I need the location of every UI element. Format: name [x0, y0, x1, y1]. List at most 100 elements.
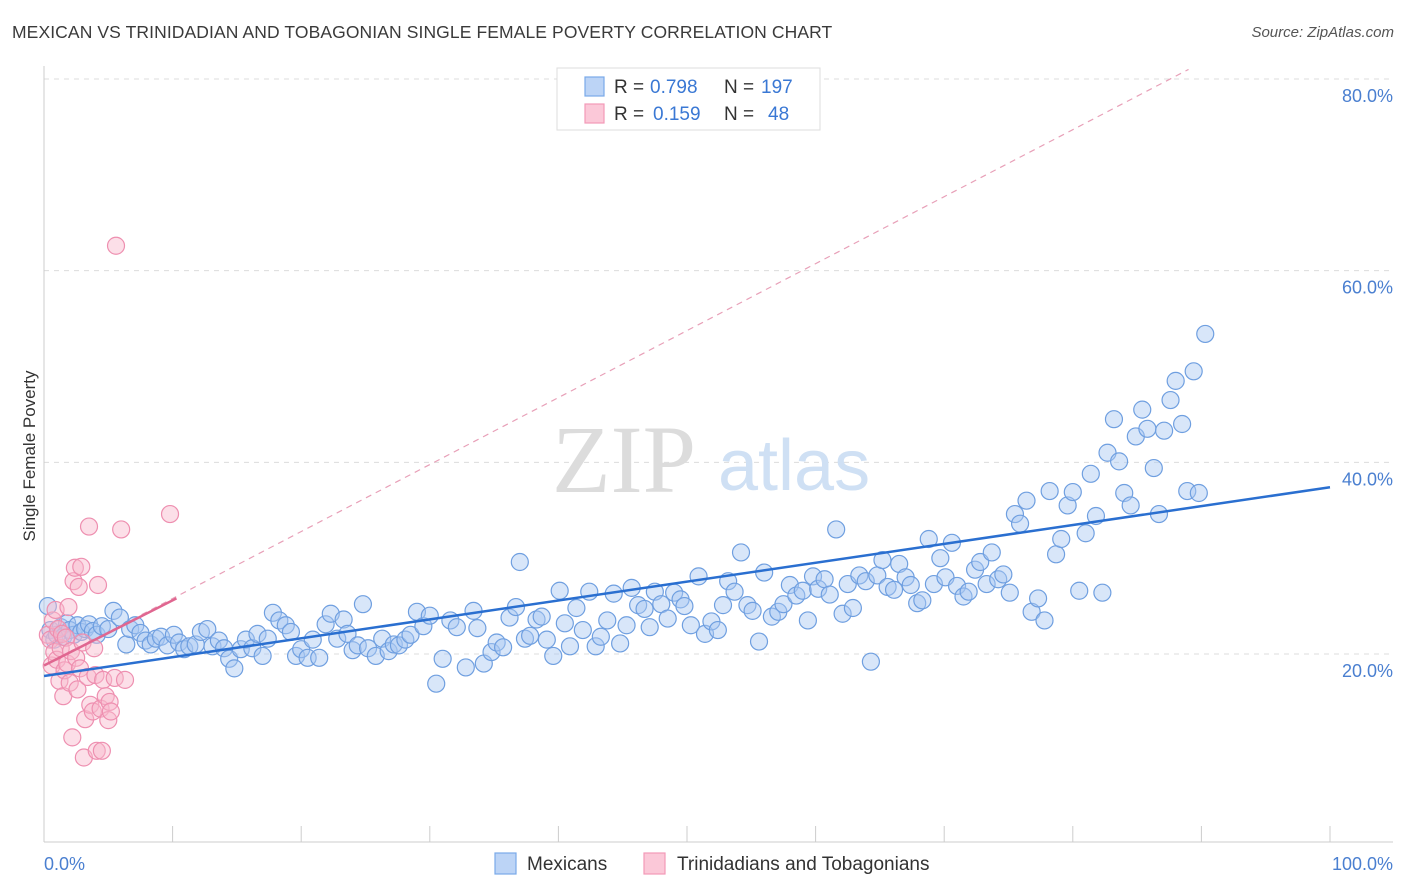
- legend-r-label-2: R =: [614, 104, 644, 125]
- mexicans-point-197: [1155, 421, 1174, 440]
- mexicans-point-193: [1133, 400, 1152, 419]
- mexicans-point-124: [731, 543, 751, 562]
- trinidadians-point-23: [69, 577, 88, 597]
- mexicans-point-112: [658, 609, 677, 628]
- mexicans-point-188: [1104, 410, 1124, 429]
- mexicans-point-186: [1093, 583, 1112, 602]
- trinidadians-point-36: [88, 575, 108, 595]
- trinidadians-point-45: [106, 236, 126, 255]
- y-tick-label-2: 60.0%: [1342, 278, 1393, 298]
- mexicans-point-54: [310, 648, 329, 667]
- trinidadians-points: [38, 236, 180, 767]
- legend-n-label-1: N =: [724, 77, 754, 98]
- y-tick-label-3: 80.0%: [1342, 86, 1393, 106]
- mexicans-trend-line: [43, 486, 1331, 678]
- mexicans-point-121: [713, 596, 733, 615]
- mexicans-point-166: [977, 574, 996, 594]
- mexicans-point-198: [1161, 390, 1180, 410]
- mexicans-point-105: [617, 616, 636, 635]
- mexicans-point-202: [1184, 362, 1203, 381]
- mexicans-point-139: [820, 585, 839, 604]
- mexicans-point-153: [901, 575, 920, 595]
- mexicans-point-17: [104, 601, 123, 620]
- mexicans-point-108: [635, 599, 654, 619]
- mexicans-point-58: [334, 610, 353, 629]
- mexicans-point-191: [1121, 496, 1140, 515]
- trinidadians-point-22: [68, 680, 87, 699]
- mexicans-point-63: [358, 639, 378, 658]
- mexicans-point-169: [994, 565, 1013, 584]
- mexicans-point-163: [959, 582, 978, 601]
- mexicans-point-181: [1063, 482, 1082, 502]
- mexicans-point-77: [447, 618, 466, 637]
- mexicans-point-74: [427, 674, 446, 693]
- bottom-legend-trinidadians: Trinidadians and Tobagonians: [677, 854, 929, 875]
- legend-n-value-2: 48: [768, 104, 789, 125]
- trinidadians-point-3: [43, 611, 63, 630]
- mexicans-point-177: [1040, 481, 1059, 501]
- mexicans-point-70: [401, 625, 420, 644]
- reference-diagonal-line: [43, 68, 1189, 667]
- mexicans-point-189: [1109, 452, 1129, 471]
- trinidadians-point-13: [56, 628, 75, 647]
- trinidadians-point-35: [87, 741, 106, 760]
- mexicans-point-75: [433, 649, 452, 668]
- x-tick-label-0: 0.0%: [44, 854, 85, 874]
- legend-r-label-1: R =: [614, 77, 644, 98]
- mexicans-point-30: [175, 640, 194, 659]
- mexicans-point-92: [537, 630, 556, 649]
- mexicans-point-128: [755, 563, 774, 582]
- mexicans-point-101: [591, 627, 610, 646]
- legend-r-value-2: 0.159: [653, 104, 701, 125]
- mexicans-point-62: [353, 595, 373, 614]
- mexicans-point-84: [494, 638, 513, 657]
- y-tick-label-0: 20.0%: [1342, 661, 1393, 681]
- mexicans-point-161: [947, 576, 967, 596]
- mexicans-point-154: [908, 594, 927, 613]
- mexicans-point-91: [532, 607, 551, 626]
- mexicans-point-100: [586, 637, 605, 656]
- trinidadians-point-43: [101, 702, 120, 721]
- mexicans-point-87: [510, 552, 529, 572]
- trinidadians-point-15: [59, 597, 78, 617]
- mexicans-point-158: [931, 549, 950, 568]
- mexicans-point-80: [468, 619, 487, 638]
- bottom-legend: Mexicans Trinidadians and Tobagonians: [494, 852, 929, 875]
- mexicans-point-173: [1017, 491, 1036, 510]
- chart-title: MEXICAN VS TRINIDADIAN AND TOBAGONIAN SI…: [12, 22, 833, 42]
- mexicans-point-98: [573, 620, 592, 640]
- mexicans-point-19: [117, 635, 136, 654]
- trinidadians-point-42: [100, 692, 119, 712]
- mexicans-point-141: [833, 604, 852, 623]
- mexicans-point-85: [500, 608, 519, 627]
- mexicans-point-109: [640, 618, 659, 637]
- mexicans-point-126: [743, 601, 762, 620]
- mexicans-point-184: [1081, 464, 1100, 483]
- mexicans-point-125: [738, 596, 757, 615]
- trinidadians-point-19: [64, 572, 83, 591]
- mexicans-point-104: [611, 634, 630, 653]
- tick-labels: 20.0% 40.0% 60.0% 80.0% 0.0% 100.0%: [44, 86, 1393, 874]
- mexicans-point-204: [1196, 324, 1215, 344]
- mexicans-point-90: [527, 610, 546, 629]
- mexicans-point-55: [316, 615, 335, 634]
- mexicans-point-39: [225, 659, 244, 678]
- bottom-legend-swatch-mexicans: [494, 852, 517, 875]
- mexicans-point-140: [827, 520, 846, 539]
- mexicans-point-78: [456, 658, 475, 677]
- trinidadians-point-47: [115, 670, 135, 689]
- legend-swatch-trinidadians: [584, 103, 605, 124]
- trinidadians-point-18: [63, 728, 82, 747]
- mexicans-point-195: [1144, 458, 1163, 478]
- mexicans-point-123: [725, 582, 744, 601]
- x-tick-label-1: 100.0%: [1332, 854, 1393, 874]
- legend-n-value-1: 197: [761, 77, 793, 98]
- mexicans-point-179: [1052, 529, 1071, 549]
- mexicans-point-145: [856, 572, 875, 591]
- legend-swatch-mexicans: [584, 76, 605, 97]
- mexicans-point-176: [1035, 611, 1054, 630]
- grid-lines: [44, 78, 1393, 655]
- mexicans-point-171: [1005, 504, 1025, 524]
- mexicans-point-194: [1138, 419, 1157, 438]
- mexicans-point-93: [544, 646, 563, 666]
